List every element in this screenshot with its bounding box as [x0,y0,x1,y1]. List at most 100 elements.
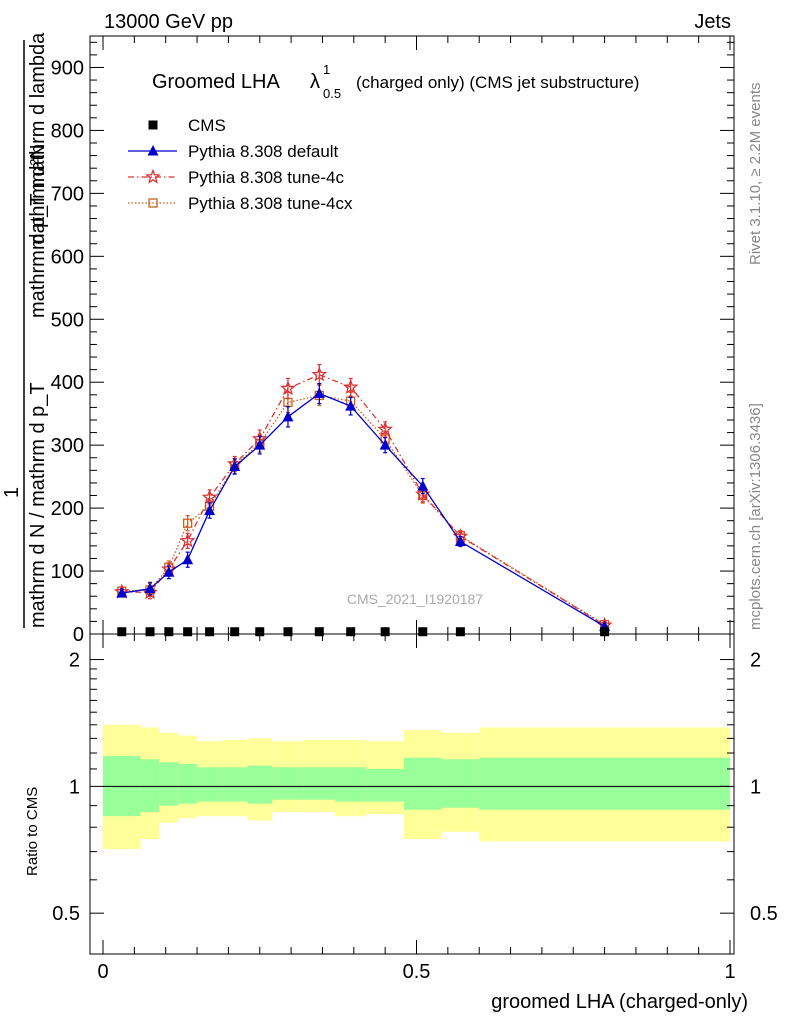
legend-label: Pythia 8.308 default [188,142,339,161]
plot-title: Groomed LHA λ 1 0.5 (charged only) (CMS … [152,62,639,101]
data-point [379,439,391,450]
legend-entry: Pythia 8.308 tune-4c [128,168,344,187]
legend-entry: Pythia 8.308 default [128,142,339,161]
mcplots-label: mcplots.cern.ch [arXiv:1306.3436] [747,403,764,630]
ratio-inner-band [197,767,223,802]
ratio-inner-band [222,767,248,802]
main-y-tick-label: 400 [51,372,84,394]
ratio-inner-band [272,767,304,800]
cms-data-point [255,627,265,637]
cms-data-point [418,627,428,637]
ratio-y-label: Ratio to CMS [24,787,41,876]
ratio-inner-band [366,768,404,802]
data-point [179,532,196,548]
cms-data-point [346,627,356,637]
main-y-tick-label: 700 [51,183,84,205]
x-axis-title: groomed LHA (charged-only) [491,991,748,1013]
title-subscript: 0.5 [323,86,341,101]
data-point [342,378,359,394]
data-point [345,400,357,411]
ratio-y-tick-label-right: 1 [750,776,761,798]
legend-entry: Pythia 8.308 tune-4cx [128,194,353,213]
title-superscript: 1 [323,62,330,77]
title-rest: (charged only) (CMS jet substructure) [356,73,639,92]
header-process: Jets [694,11,731,33]
x-tick-label: 1 [724,961,735,983]
ylabel-numerator: mathrm d²N [27,144,49,250]
ratio-inner-band [403,757,442,810]
cms-data-point [230,627,240,637]
legend-label: Pythia 8.308 tune-4cx [188,194,353,213]
x-tick-label: 0.5 [403,961,431,983]
data-point [201,489,218,505]
main-y-tick-label: 800 [51,120,84,142]
rivet-version-label: Rivet 3.1.10, ≥ 2.2M events [747,83,764,266]
main-y-tick-label: 500 [51,309,84,331]
ratio-inner-band [334,767,367,802]
ratio-inner-band [441,759,480,808]
data-point [204,504,216,516]
ratio-y-tick-label: 2 [69,650,80,672]
data-point [254,439,266,450]
data-point [116,587,128,598]
data-point [229,460,241,472]
data-point [280,380,296,396]
title-main: Groomed LHA [152,71,280,93]
cms-data-point [314,627,324,637]
ratio-y-tick-label: 0.5 [52,903,80,925]
analysis-watermark: CMS_2021_I1920187 [347,591,483,607]
legend-label: Pythia 8.308 tune-4c [188,168,344,187]
series-line [121,394,605,626]
main-y-tick-label: 900 [51,57,84,79]
ratio-bands [103,724,730,850]
series-line [121,373,605,626]
main-y-tick-label: 600 [51,246,84,268]
main-y-tick-label: 100 [51,561,84,583]
data-point [454,535,466,546]
cms-data-point [183,627,193,637]
main-y-tick-label: 300 [51,435,84,457]
header-energy: 13000 GeV pp [104,11,233,33]
ratio-inner-band [159,762,179,806]
x-tick-label: 0 [97,961,108,983]
series-line [121,392,605,627]
ratio-inner-band [178,764,198,804]
ylabel-denominator: mathrm d p_T mathrm d lambda [27,32,49,318]
ratio-inner-band [303,767,335,800]
ratio-y-tick-label-right: 2 [750,650,761,672]
cms-data-point [205,627,215,637]
cms-data-point [380,627,390,637]
main-series-layer [113,363,613,637]
data-point [311,366,328,382]
cms-data-point [600,627,610,637]
data-point [377,421,394,437]
cms-data-point [164,627,174,637]
legend: CMS Pythia 8.308 default Pythia 8.308 tune… [128,116,353,213]
data-point [182,553,194,565]
legend-entry: CMS [148,116,226,135]
data-point [163,566,175,577]
data-point [182,518,193,528]
ratio-axes: 0.5 0.5 1 1 2 2 [52,634,778,954]
title-symbol: λ [310,71,320,93]
ratio-plot-frame [89,633,735,955]
cms-data-point [145,627,155,637]
main-y-tick-label: 200 [51,498,84,520]
ylabel-one: 1 [1,487,23,498]
data-point [282,410,294,422]
legend-label: CMS [188,116,226,135]
series-cms [117,627,610,637]
ratio-inner-band [479,757,730,810]
cms-data-point [283,627,293,637]
ylabel-lower: mathrm d N / mathrm d p_T [27,382,49,628]
x-axis-labels: 0 0.5 1 [97,961,735,983]
ratio-y-tick-label: 1 [69,776,80,798]
legend-marker [147,145,159,156]
legend-marker [148,198,158,208]
main-y-tick-label: 0 [73,624,84,646]
ratio-inner-band [140,759,160,812]
cms-data-point [455,627,465,637]
data-point [313,387,325,399]
data-point [144,582,156,594]
